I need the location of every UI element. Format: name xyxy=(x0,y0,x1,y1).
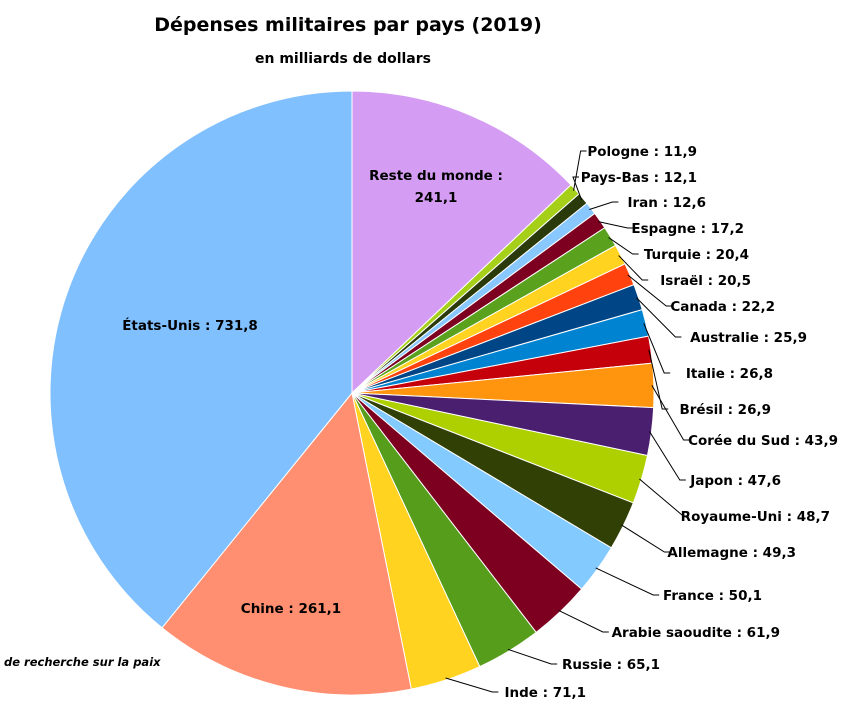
label-australie: Australie : 25,9 xyxy=(690,330,807,346)
slice-etats-unis xyxy=(49,90,353,629)
label-chine: Chine : 261,1 xyxy=(241,601,341,617)
leader-bresil xyxy=(648,349,669,410)
leader-russie xyxy=(507,648,558,665)
leader-iran xyxy=(589,201,619,211)
leader-lines xyxy=(445,150,690,693)
leader-royaume-uni xyxy=(639,478,690,517)
leader-inde xyxy=(445,677,499,693)
label-allemagne: Allemagne : 49,3 xyxy=(667,545,796,561)
label-italie: Italie : 26,8 xyxy=(686,366,773,382)
label-iran: Iran : 12,6 xyxy=(627,195,706,211)
leader-pays-bas xyxy=(572,176,583,201)
leader-japon xyxy=(649,431,686,481)
label-turquie: Turquie : 20,4 xyxy=(644,247,749,263)
slice-reste-du-monde xyxy=(351,90,572,395)
pie-slices xyxy=(49,90,655,696)
leader-allemagne xyxy=(621,524,671,553)
chart-title: Dépenses militaires par pays (2019) xyxy=(154,14,542,36)
slice-chine xyxy=(161,391,412,696)
leader-coree-du-sud xyxy=(651,385,690,441)
leader-israel xyxy=(618,255,649,281)
label-bresil: Brésil : 26,9 xyxy=(679,402,771,418)
label-etats-unis: États-Unis : 731,8 xyxy=(122,317,258,334)
label-russie: Russie : 65,1 xyxy=(562,657,660,673)
leader-australie xyxy=(636,297,682,338)
label-arabie-saoudite: Arabie saoudite : 61,9 xyxy=(612,625,780,641)
label-canada: Canada : 22,2 xyxy=(670,299,775,315)
label-coree-du-sud: Corée du Sud : 43,9 xyxy=(688,433,838,449)
leader-turquie xyxy=(608,237,639,255)
label-israel: Israël : 20,5 xyxy=(660,273,751,289)
leader-arabie-saoudite xyxy=(558,610,609,633)
leader-espagne xyxy=(598,221,634,229)
source-note: de recherche sur la paix xyxy=(4,655,161,669)
label-japon: Japon : 47,6 xyxy=(689,473,781,489)
label-royaume-uni: Royaume-Uni : 48,7 xyxy=(681,509,830,525)
leader-france xyxy=(595,567,660,596)
leader-italie xyxy=(643,323,671,374)
label-france: France : 50,1 xyxy=(663,588,762,604)
slice-labels: Reste du monde :241,1 Pologne : 11,9 Pays-… xyxy=(122,144,838,701)
label-reste-du-monde: Reste du monde :241,1 xyxy=(369,168,503,206)
label-pays-bas: Pays-Bas : 12,1 xyxy=(581,170,697,186)
label-pologne: Pologne : 11,9 xyxy=(587,144,697,160)
label-espagne: Espagne : 17,2 xyxy=(631,221,744,237)
leader-canada xyxy=(627,274,673,307)
chart-subtitle: en milliards de dollars xyxy=(255,51,431,67)
label-inde: Inde : 71,1 xyxy=(504,685,586,701)
